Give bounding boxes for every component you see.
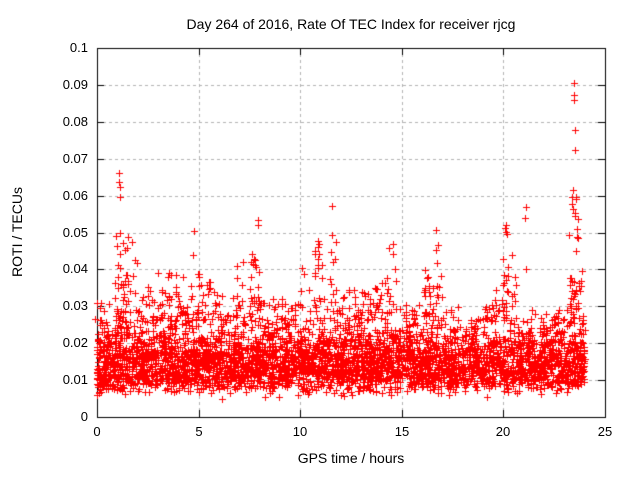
y-tick-label: 0.1 (69, 40, 88, 55)
x-tick-label: 0 (93, 424, 101, 439)
y-tick-label: 0.04 (62, 261, 88, 276)
y-axis-title: ROTI / TECUs (9, 187, 25, 277)
y-tick-label: 0.07 (62, 151, 88, 166)
y-tick-label: 0.06 (62, 188, 88, 203)
y-tick-label: 0.03 (62, 298, 88, 313)
x-tick-label: 20 (495, 424, 511, 439)
chart-title: Day 264 of 2016, Rate Of TEC Index for r… (186, 16, 516, 32)
x-tick-label: 5 (195, 424, 203, 439)
y-tick-label: 0.05 (62, 225, 88, 240)
x-tick-label: 15 (394, 424, 410, 439)
y-tick-label: 0 (80, 409, 88, 424)
y-tick-label: 0.02 (62, 335, 88, 350)
x-tick-label: 10 (292, 424, 308, 439)
y-tick-label: 0.08 (62, 114, 88, 129)
x-axis-title: GPS time / hours (297, 450, 405, 466)
y-tick-label: 0.01 (62, 372, 88, 387)
y-tick-label: 0.09 (62, 77, 88, 92)
x-tick-label: 25 (597, 424, 613, 439)
